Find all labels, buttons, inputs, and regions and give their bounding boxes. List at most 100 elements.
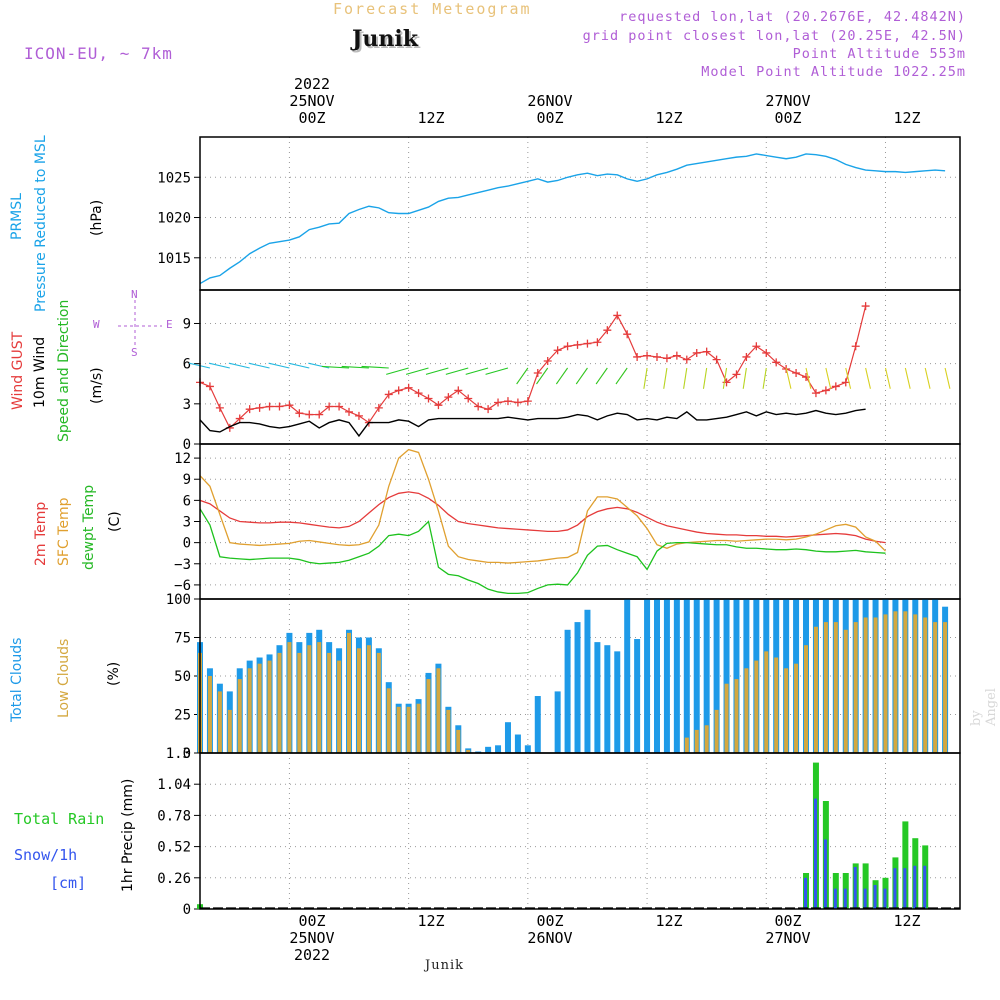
low-cloud-bar	[247, 668, 252, 753]
low-cloud-bar	[217, 691, 222, 753]
rain-bar	[902, 821, 909, 909]
gust-marker	[444, 393, 453, 402]
snow-bar	[923, 865, 927, 909]
top-time-label-5: 12Z	[857, 110, 957, 127]
wind-direction-arrow	[742, 367, 747, 389]
y-tick-label: 1020	[157, 211, 191, 227]
gust-marker	[652, 352, 661, 361]
wind-direction-arrow	[485, 367, 509, 375]
gust-marker	[702, 347, 711, 356]
precip-rain-label: Total Rain	[14, 810, 105, 828]
top-time-label-1: 12Z	[381, 110, 481, 127]
y-tick-label: 50	[174, 669, 191, 685]
total-cloud-bar	[614, 651, 621, 753]
gust-marker	[831, 382, 840, 391]
gust-marker	[255, 403, 264, 412]
top-hour-2: 00Z	[536, 109, 564, 127]
low-cloud-bar	[863, 617, 868, 753]
gust-marker	[484, 405, 493, 414]
low-cloud-bar	[774, 657, 779, 753]
panel-frame	[199, 136, 961, 291]
wind-direction-arrow	[643, 367, 648, 389]
requested-coords: requested lon,lat (20.2676E, 42.4842N)	[619, 9, 966, 25]
low-cloud-bar	[734, 679, 739, 753]
total-cloud-bar	[634, 639, 641, 753]
low-cloud-bar	[714, 709, 719, 753]
gust-marker	[792, 369, 801, 378]
y-tick-label: 0	[183, 746, 191, 762]
wind-direction-arrow	[805, 367, 812, 389]
wind-direction-arrow	[288, 362, 310, 369]
low-cloud-bar	[366, 645, 371, 753]
total-cloud-bar	[723, 599, 730, 753]
low-cloud-bar	[804, 645, 809, 753]
low-cloud-bar	[933, 622, 938, 753]
snow-bar	[813, 798, 817, 909]
gust-marker	[404, 383, 413, 392]
low-cloud-bar	[207, 676, 212, 753]
wind-direction-arrow	[595, 367, 608, 385]
gust-marker	[394, 386, 403, 395]
gust-marker	[205, 382, 214, 391]
wind-direction-arrow	[555, 367, 569, 385]
top-date-0: 25NOV	[289, 92, 335, 110]
bottom-date-4: 27NOV	[765, 929, 811, 947]
gust-marker	[732, 370, 741, 379]
gust-marker	[245, 405, 254, 414]
y-tick-label: 9	[183, 316, 191, 332]
gust-marker	[464, 394, 473, 403]
wind-direction-arrow	[845, 367, 852, 389]
y-tick-label: 1.04	[157, 777, 191, 793]
low-cloud-bar	[764, 651, 769, 753]
gust-marker	[583, 339, 592, 348]
bottom-time-label-0: 00Z 25NOV 2022	[262, 913, 362, 964]
gust-marker	[861, 302, 870, 311]
top-hour-0: 00Z	[298, 109, 326, 127]
low-cloud-bar	[833, 622, 838, 753]
gust-marker	[434, 401, 443, 410]
total-cloud-bar	[624, 599, 631, 753]
bottom-hour-4: 00Z	[774, 912, 802, 930]
y-tick-label: 0	[183, 902, 191, 918]
gust-marker	[305, 410, 314, 419]
low-cloud-bar	[426, 679, 431, 753]
top-time-label-2: 26NOV 00Z	[500, 93, 600, 127]
bottom-hour-0: 00Z	[298, 912, 326, 930]
y-tick-label: 1025	[157, 170, 191, 186]
low-cloud-bar	[307, 645, 312, 753]
total-cloud-bar	[663, 599, 670, 753]
low-cloud-bar	[843, 629, 848, 753]
gust-marker	[603, 326, 612, 335]
wind-direction-arrow	[722, 367, 728, 389]
total-cloud-bar	[504, 722, 511, 753]
gust-marker	[742, 352, 751, 361]
wind-direction-arrow	[341, 365, 369, 369]
model-point-altitude: Model Point Altitude 1022.25m	[701, 64, 966, 80]
wind-direction-arrow	[248, 362, 270, 369]
wind-direction-arrow	[944, 367, 951, 389]
wind-direction-arrow	[683, 367, 688, 389]
total-cloud-bar	[653, 599, 660, 753]
low-cloud-bar	[913, 614, 918, 753]
low-cloud-bar	[267, 660, 272, 753]
gust-marker	[235, 414, 244, 423]
low-cloud-bar	[784, 668, 789, 753]
y-tick-label: 0	[183, 536, 191, 552]
gust-marker	[345, 407, 354, 416]
top-hour-3: 12Z	[655, 109, 683, 127]
total-cloud-bar	[554, 691, 561, 753]
y-tick-label: −3	[174, 557, 191, 573]
gust-marker	[682, 355, 691, 364]
low-cloud-bar	[794, 663, 799, 753]
gust-marker	[374, 403, 383, 412]
low-cloud-bar	[903, 611, 908, 753]
top-hour-4: 00Z	[774, 109, 802, 127]
total-cloud-bar	[584, 609, 591, 753]
y-tick-label: 25	[174, 708, 191, 724]
y-tick-label: 9	[183, 472, 191, 488]
snow-bar	[863, 888, 867, 909]
gust-marker	[613, 311, 622, 320]
snow-bar	[804, 877, 808, 909]
footer-station: Junik	[425, 958, 464, 973]
gust-marker	[623, 330, 632, 339]
